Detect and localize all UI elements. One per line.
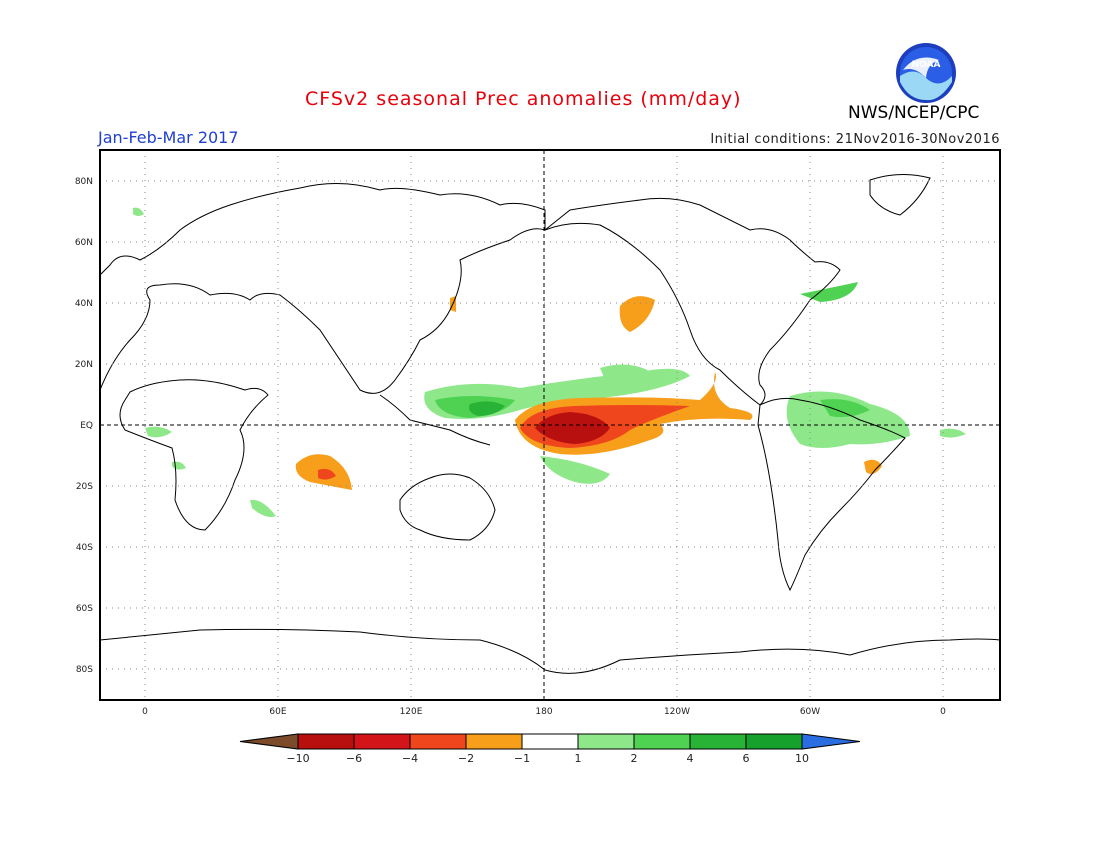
wet-patch-hawaii xyxy=(600,364,648,381)
colorbar-segment xyxy=(521,733,579,750)
wet-south-america xyxy=(786,391,910,448)
colorbar-tick-label: 1 xyxy=(575,752,582,765)
latitude-labels: 80N 60N 40N 20N EQ 20S 40S 60S 80S xyxy=(75,177,93,675)
colorbar-segment xyxy=(633,733,691,750)
dry-north-pacific xyxy=(619,296,655,332)
coast-north-america xyxy=(544,197,841,406)
lon-label: 0 xyxy=(940,707,946,717)
season-label: Jan-Feb-Mar 2017 xyxy=(98,128,239,147)
coast-antarctica xyxy=(100,628,1000,674)
colorbar-segment xyxy=(297,733,355,750)
lat-label: 20S xyxy=(76,482,93,492)
wet-north-africa xyxy=(172,461,186,470)
colorbar-arrow-low xyxy=(239,733,299,750)
agency-label: NWS/NCEP/CPC xyxy=(848,103,980,123)
wet-strong-pacific xyxy=(469,401,505,416)
colorbar-segment xyxy=(465,733,523,750)
coast-australia xyxy=(399,473,496,541)
wet-south-pacific xyxy=(540,456,610,484)
lon-label: 60W xyxy=(800,707,820,717)
lon-label: 180 xyxy=(535,707,552,717)
colorbar-tick-label: 4 xyxy=(687,752,694,765)
reference-lines xyxy=(100,150,1000,700)
colorbar-segment xyxy=(409,733,467,750)
coast-south-america xyxy=(757,397,906,592)
colorbar: −10 −6 −4 −2 −1 1 2 4 6 10 xyxy=(239,733,861,765)
colorbar-segment xyxy=(577,733,635,750)
lat-label: 80S xyxy=(76,665,93,675)
wet-africa xyxy=(145,426,172,438)
dry-strong-pacific xyxy=(535,412,610,444)
colorbar-tick-label: −4 xyxy=(402,752,418,765)
wet-atlantic-equator xyxy=(940,428,966,438)
colorbar-tick-label: −2 xyxy=(458,752,474,765)
logo-text: NOAA xyxy=(912,60,941,70)
lat-label: 60S xyxy=(76,604,93,614)
coast-greenland xyxy=(869,174,931,216)
anomaly-field xyxy=(133,207,966,517)
map-title: CFSv2 seasonal Prec anomalies (mm/day) xyxy=(305,88,742,110)
wet-arctic-atlantic xyxy=(133,207,144,216)
grid-lines xyxy=(100,150,1000,700)
lat-label: 40N xyxy=(75,299,93,309)
colorbar-tick-label: −1 xyxy=(514,752,530,765)
lat-label: 40S xyxy=(76,543,93,553)
wet-core-south-america xyxy=(820,399,870,418)
colorbar-tick-label: 10 xyxy=(795,752,809,765)
colorbar-segment xyxy=(353,733,411,750)
lat-label: 80N xyxy=(75,177,93,187)
colorbar-segment xyxy=(689,733,747,750)
lon-label: 120W xyxy=(664,707,690,717)
coast-europe-asia xyxy=(100,183,546,394)
noaa-logo-icon: NOAA xyxy=(896,43,956,103)
initial-conditions-label: Initial conditions: 21Nov2016-30Nov2016 xyxy=(710,132,1000,147)
colorbar-arrow-high xyxy=(801,733,861,750)
lon-label: 0 xyxy=(142,707,148,717)
wet-southern-africa xyxy=(250,499,276,517)
coast-africa xyxy=(119,379,269,531)
wet-north-atlantic xyxy=(800,282,858,302)
colorbar-tick-label: −6 xyxy=(346,752,362,765)
lat-label: 60N xyxy=(75,238,93,248)
lon-label: 60E xyxy=(269,707,286,717)
lat-label: 20N xyxy=(75,360,93,370)
lon-label: 120E xyxy=(400,707,423,717)
dry-core-indian xyxy=(318,468,336,480)
colorbar-segment xyxy=(745,733,803,750)
colorbar-tick-label: 6 xyxy=(743,752,750,765)
map-frame xyxy=(99,149,1001,701)
dry-brazil xyxy=(864,459,882,474)
colorbar-tick-label: 2 xyxy=(631,752,638,765)
colorbar-tick-label: −10 xyxy=(286,752,309,765)
longitude-labels: 0 60E 120E 180 120W 60W 0 xyxy=(142,707,946,717)
lat-label: EQ xyxy=(80,421,93,431)
